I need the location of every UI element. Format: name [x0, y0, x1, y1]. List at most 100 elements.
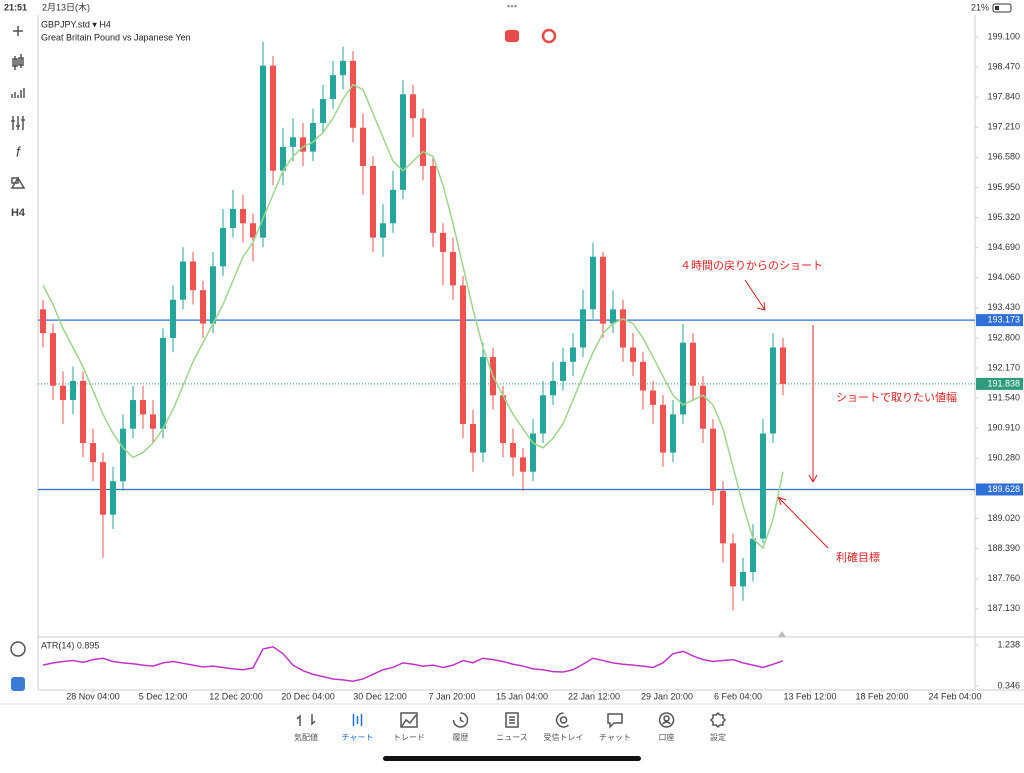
candle-body — [130, 400, 136, 429]
candle-body — [170, 299, 176, 338]
candle-body — [660, 404, 666, 453]
function-icon[interactable]: f — [16, 144, 22, 160]
x-tick-label: 22 Jan 12:00 — [568, 691, 620, 701]
y-tick-label: 193.430 — [987, 302, 1020, 312]
tab-icon[interactable] — [296, 714, 316, 726]
candle-body — [270, 65, 276, 171]
tab-label[interactable]: 履歴 — [453, 733, 469, 742]
candle-body — [570, 347, 576, 362]
tab-label[interactable]: トレード — [393, 733, 425, 742]
candle-body — [100, 462, 106, 515]
candle-body — [200, 290, 206, 324]
y-tick-label: 195.320 — [987, 212, 1020, 222]
tab-label[interactable]: チャット — [599, 733, 631, 742]
candle-body — [140, 400, 146, 415]
candle-body — [750, 538, 756, 573]
candle-body — [250, 223, 256, 238]
battery-fill — [995, 6, 999, 10]
symbol-title[interactable]: GBPJPY.std ▾ H4 — [41, 19, 111, 29]
objects-icon[interactable] — [10, 176, 26, 189]
x-tick-label: 15 Jan 04:00 — [496, 691, 548, 701]
candle-body — [470, 423, 476, 453]
shift-marker[interactable] — [778, 631, 786, 637]
battery-level: 21% — [971, 2, 989, 12]
signal-icon[interactable] — [11, 677, 25, 691]
candle-body — [500, 395, 506, 444]
candle-body — [380, 223, 386, 238]
current-price-box — [976, 377, 1023, 390]
y-tick-label: 188.390 — [987, 543, 1020, 553]
y-tick-label: 195.950 — [987, 182, 1020, 192]
candle-body — [330, 75, 336, 100]
candle-body — [150, 414, 156, 429]
y-tick-label: 192.170 — [987, 362, 1020, 372]
candle-body — [780, 347, 786, 384]
candle-body — [530, 433, 536, 472]
tab-label[interactable]: 受信トレイ — [544, 732, 584, 742]
tab-icon[interactable] — [607, 713, 623, 729]
candle-body — [280, 146, 286, 171]
tab-icon[interactable] — [352, 714, 363, 726]
candle-body — [310, 122, 316, 152]
candle-body — [420, 118, 426, 166]
candle-body — [210, 266, 216, 324]
candle-body — [430, 165, 436, 233]
candle-body — [360, 127, 366, 166]
atr-line — [42, 645, 784, 683]
tab-icon[interactable] — [400, 712, 418, 728]
candle-body — [630, 347, 636, 362]
left-toolbar[interactable]: f H4 — [10, 26, 26, 691]
level-label-box — [976, 314, 1023, 327]
candle-body — [230, 208, 236, 229]
indicator-window-icon[interactable] — [10, 641, 26, 657]
tab-label[interactable]: チャート — [342, 733, 374, 742]
tab-icon[interactable] — [555, 712, 570, 728]
atr-label: ATR(14) 0.895 — [41, 640, 99, 650]
candle-body — [70, 380, 76, 401]
y-tick-label: 190.280 — [987, 453, 1020, 463]
current-price-label: 191.838 — [987, 378, 1020, 388]
candle-body — [540, 395, 546, 434]
candle-body — [690, 342, 696, 386]
candle-body — [680, 342, 686, 415]
tab-icon[interactable] — [658, 712, 675, 728]
chart-type-icon[interactable] — [12, 54, 24, 70]
indicators-icon[interactable] — [11, 116, 25, 130]
candle-body — [770, 347, 776, 434]
candle-body — [640, 361, 646, 391]
timeframe-button[interactable]: H4 — [11, 207, 26, 219]
candle-body — [220, 228, 226, 267]
candle-body — [620, 309, 626, 348]
candle-body — [710, 428, 716, 491]
tab-label[interactable]: 気配値 — [294, 732, 318, 742]
candle-body — [700, 385, 706, 429]
tab-icon[interactable] — [452, 712, 469, 728]
tab-label[interactable]: ニュース — [496, 733, 528, 742]
candle-body — [670, 414, 676, 453]
x-tick-label: 29 Jan 20:00 — [641, 691, 693, 701]
tab-label[interactable]: 口座 — [659, 732, 675, 742]
y-tick-label: 187.760 — [987, 573, 1020, 583]
tab-label[interactable]: 設定 — [710, 732, 726, 742]
crosshair-icon[interactable] — [13, 26, 23, 36]
bars-icon[interactable] — [11, 88, 25, 98]
y-tick-label: 197.840 — [987, 92, 1020, 102]
x-tick-label: 24 Feb 04:00 — [928, 691, 981, 701]
tab-icon[interactable] — [709, 711, 727, 729]
y-tick-label: 196.580 — [987, 152, 1020, 162]
candle-body — [80, 380, 86, 444]
candle-body — [760, 433, 766, 539]
candle-body — [550, 380, 556, 396]
y-tick-label: 198.470 — [987, 61, 1020, 71]
atr-tick-label: 0.346 — [997, 680, 1020, 690]
tab-icon[interactable] — [505, 712, 519, 728]
candle-body — [410, 94, 416, 119]
candle-body — [90, 443, 96, 463]
candle-body — [240, 208, 246, 224]
y-tick-label: 190.910 — [987, 423, 1020, 433]
y-tick-label: 194.060 — [987, 272, 1020, 282]
one-click-button[interactable] — [541, 28, 557, 44]
multitask-dots[interactable]: ••• — [507, 2, 518, 13]
candle-body — [50, 333, 56, 386]
trade-button[interactable] — [505, 30, 519, 42]
